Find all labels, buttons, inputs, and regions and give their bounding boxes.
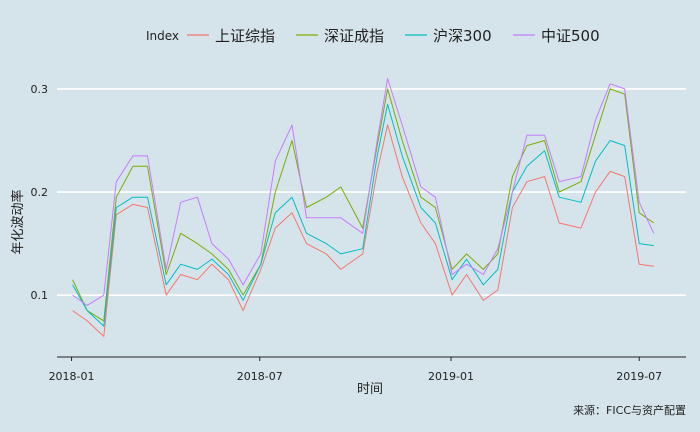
legend-label: 深证成指 <box>324 27 384 45</box>
y-tick-label: 0.1 <box>31 289 49 302</box>
source-caption: 来源：FICC与资产配置 <box>573 403 686 417</box>
y-axis-ticks: 0.1 0.2 0.3 <box>31 83 49 302</box>
x-tick-label: 2018-01 <box>49 370 95 383</box>
legend: Index 上证综指 深证成指 沪深300 中证500 <box>146 27 600 45</box>
x-tick-label: 2019-01 <box>428 370 474 383</box>
series-line-1 <box>72 124 654 337</box>
series-line-4 <box>72 78 655 306</box>
legend-label: 上证综指 <box>215 27 275 45</box>
legend-label: 中证500 <box>541 27 600 45</box>
x-tick-label: 2019-07 <box>616 370 662 383</box>
y-tick-label: 0.2 <box>31 186 49 199</box>
y-axis-title: 年化波动率 <box>10 189 26 254</box>
y-tick-label: 0.3 <box>31 83 49 96</box>
x-tick-label: 2018-07 <box>237 370 283 383</box>
series-line-3 <box>72 103 654 327</box>
series-line-2 <box>72 88 655 322</box>
legend-label: 沪深300 <box>433 27 492 45</box>
x-axis-title: 时间 <box>357 382 383 397</box>
x-axis-ticks: 2018-01 2018-07 2019-01 2019-07 <box>49 356 686 383</box>
legend-title: Index <box>146 29 179 43</box>
series-lines <box>72 78 655 337</box>
